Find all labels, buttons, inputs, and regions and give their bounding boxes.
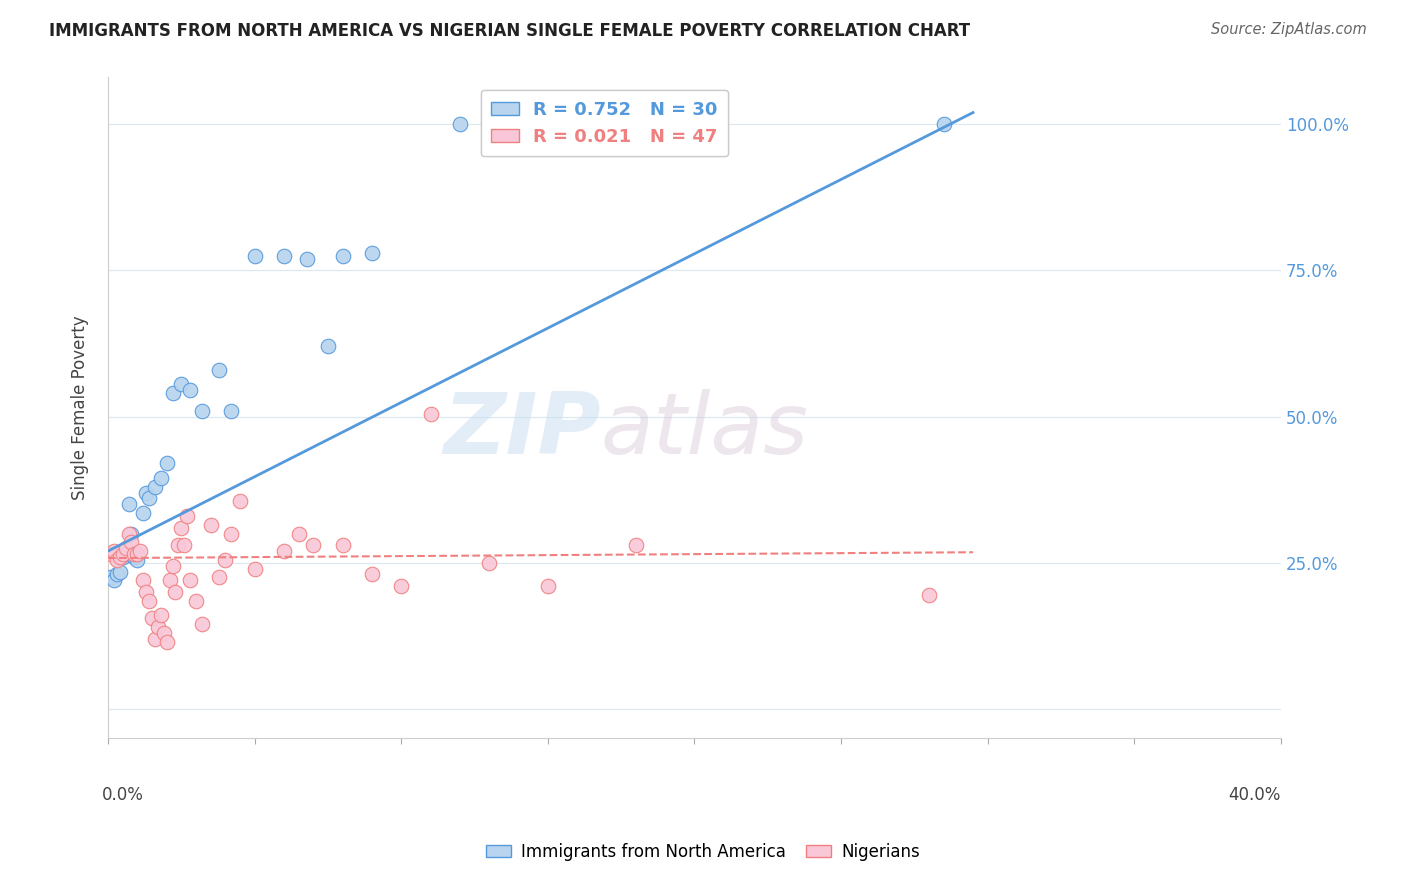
Point xyxy=(117,526,139,541)
Point xyxy=(332,249,354,263)
Point xyxy=(143,480,166,494)
Point xyxy=(141,611,163,625)
Point xyxy=(316,339,339,353)
Y-axis label: Single Female Poverty: Single Female Poverty xyxy=(72,316,89,500)
Point xyxy=(208,363,231,377)
Point xyxy=(124,549,146,564)
Point xyxy=(918,588,941,602)
Point xyxy=(149,471,172,485)
Point xyxy=(111,547,134,561)
Point xyxy=(105,553,128,567)
Point xyxy=(103,574,125,588)
Point xyxy=(132,574,155,588)
Point xyxy=(114,547,136,561)
Point xyxy=(191,403,214,417)
Point xyxy=(100,570,122,584)
Point xyxy=(100,547,122,561)
Point xyxy=(208,570,231,584)
Point xyxy=(167,538,190,552)
Point xyxy=(135,585,157,599)
Point xyxy=(179,384,201,398)
Point xyxy=(162,386,184,401)
Point xyxy=(200,517,222,532)
Point xyxy=(105,567,128,582)
Text: IMMIGRANTS FROM NORTH AMERICA VS NIGERIAN SINGLE FEMALE POVERTY CORRELATION CHAR: IMMIGRANTS FROM NORTH AMERICA VS NIGERIA… xyxy=(49,22,970,40)
Point xyxy=(165,585,187,599)
Text: ZIP: ZIP xyxy=(443,390,600,473)
Legend: Immigrants from North America, Nigerians: Immigrants from North America, Nigerians xyxy=(479,837,927,868)
Point xyxy=(389,579,412,593)
Point xyxy=(243,249,266,263)
Point xyxy=(184,594,207,608)
Point xyxy=(179,574,201,588)
Point xyxy=(332,538,354,552)
Point xyxy=(159,574,181,588)
Point xyxy=(219,526,242,541)
Point xyxy=(120,526,142,541)
Point xyxy=(129,544,152,558)
Point xyxy=(124,547,146,561)
Point xyxy=(419,407,441,421)
Point xyxy=(243,561,266,575)
Point xyxy=(361,567,384,582)
Point xyxy=(146,620,169,634)
Point xyxy=(287,526,309,541)
Point xyxy=(103,544,125,558)
Point xyxy=(135,485,157,500)
Point xyxy=(176,508,198,523)
Point xyxy=(117,497,139,511)
Point xyxy=(932,117,955,131)
Point xyxy=(108,549,131,564)
Point xyxy=(478,556,501,570)
Point xyxy=(273,544,295,558)
Text: atlas: atlas xyxy=(600,390,808,473)
Point xyxy=(449,117,471,131)
Point xyxy=(152,626,174,640)
Point xyxy=(273,249,295,263)
Point xyxy=(114,541,136,556)
Point xyxy=(138,491,160,506)
Legend: R = 0.752   N = 30, R = 0.021   N = 47: R = 0.752 N = 30, R = 0.021 N = 47 xyxy=(481,90,728,156)
Text: 40.0%: 40.0% xyxy=(1229,786,1281,804)
Point xyxy=(111,549,134,564)
Point xyxy=(120,535,142,549)
Point xyxy=(173,538,195,552)
Point xyxy=(162,558,184,573)
Point xyxy=(297,252,319,266)
Point xyxy=(156,634,179,648)
Point xyxy=(108,565,131,579)
Text: Source: ZipAtlas.com: Source: ZipAtlas.com xyxy=(1211,22,1367,37)
Text: 0.0%: 0.0% xyxy=(103,786,143,804)
Point xyxy=(127,553,149,567)
Point xyxy=(624,538,647,552)
Point xyxy=(143,632,166,646)
Point xyxy=(132,506,155,520)
Point xyxy=(229,494,252,508)
Point xyxy=(170,377,193,392)
Point xyxy=(214,553,236,567)
Point xyxy=(302,538,325,552)
Point xyxy=(219,403,242,417)
Point xyxy=(361,245,384,260)
Point xyxy=(537,579,560,593)
Point xyxy=(127,547,149,561)
Point xyxy=(149,608,172,623)
Point xyxy=(138,594,160,608)
Point xyxy=(170,521,193,535)
Point xyxy=(156,456,179,470)
Point xyxy=(191,617,214,632)
